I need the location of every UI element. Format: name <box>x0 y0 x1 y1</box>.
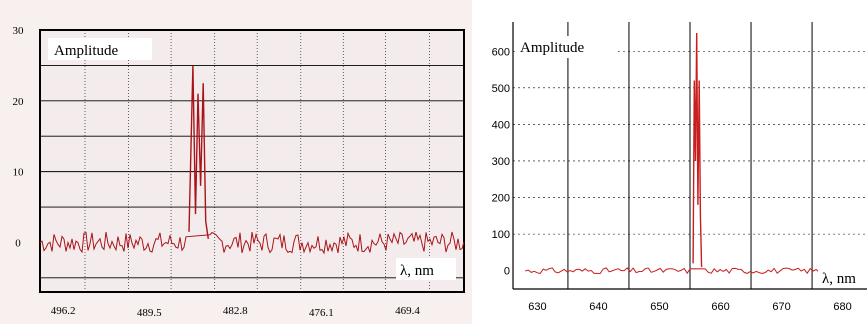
chart-right-y-tick-label: 300 <box>492 156 510 168</box>
chart-left-x-tick-labels: 496.2 489.5 482.8 476.1 469.4 <box>51 305 421 319</box>
chart-right-baseline-noise <box>525 267 865 275</box>
chart-right-y-tick-labels: 0 100 200 300 400 500 600 <box>492 46 510 277</box>
chart-right-ylabel-box <box>516 36 616 58</box>
chart-left-x-tick-label: 496.2 <box>51 305 76 317</box>
chart-right-ylabel: Amplitude <box>520 40 585 56</box>
chart-left-y-tick-label: 0 <box>15 237 21 249</box>
chart-left-x-tick-label: 482.8 <box>223 305 248 317</box>
chart-left-xlabel: λ, nm <box>400 263 434 279</box>
chart-right-y-tick-label: 200 <box>492 193 510 205</box>
chart-left-baseline-noise <box>39 231 465 255</box>
chart-right-gridlines <box>513 22 867 289</box>
chart-right-x-tick-label: 640 <box>589 301 607 313</box>
chart-left-y-tick-labels: 0 10 20 30 <box>13 25 25 249</box>
chart-left-x-tick-label: 476.1 <box>309 307 334 319</box>
chart-right-y-tick-label: 400 <box>492 119 510 131</box>
chart-left-x-tick-label: 469.4 <box>395 305 420 317</box>
chart-right-xlabel: λ, nm <box>822 271 856 287</box>
chart-left-y-tick-label: 10 <box>13 167 25 179</box>
chart-right-y-tick-label: 100 <box>492 229 510 241</box>
chart-left-y-tick-label: 20 <box>13 96 25 108</box>
chart-right-x-tick-label: 630 <box>528 301 546 313</box>
chart-right-y-tick-label: 0 <box>504 266 510 278</box>
chart-left: 0 10 20 30 496.2 489.5 482.8 476.1 469.4 Amplit… <box>0 0 472 324</box>
chart-right-x-tick-label: 680 <box>833 301 851 313</box>
chart-left-ylabel: Amplitude <box>54 43 119 59</box>
chart-right-x-tick-label: 650 <box>650 301 668 313</box>
chart-left-series-line <box>188 65 209 240</box>
chart-left-y-tick-label: 30 <box>13 25 25 37</box>
chart-right-series-line <box>692 32 703 268</box>
chart-right-y-tick-label: 500 <box>492 83 510 95</box>
chart-left-plot-area <box>39 29 465 293</box>
chart-right-x-tick-labels: 630 640 650 660 670 680 <box>528 301 852 313</box>
chart-right: 0 100 200 300 400 500 600 630 640 650 660 670 680 A… <box>472 0 867 324</box>
chart-right-xlabel-box <box>818 266 867 288</box>
chart-right-x-tick-label: 660 <box>711 301 729 313</box>
chart-left-ylabel-box <box>48 38 152 60</box>
chart-left-xlabel-box <box>396 258 456 280</box>
chart-right-y-tick-label: 600 <box>492 46 510 58</box>
chart-left-x-tick-label: 489.5 <box>137 307 162 319</box>
chart-right-x-tick-label: 670 <box>772 301 790 313</box>
chart-left-gridlines <box>40 30 464 292</box>
